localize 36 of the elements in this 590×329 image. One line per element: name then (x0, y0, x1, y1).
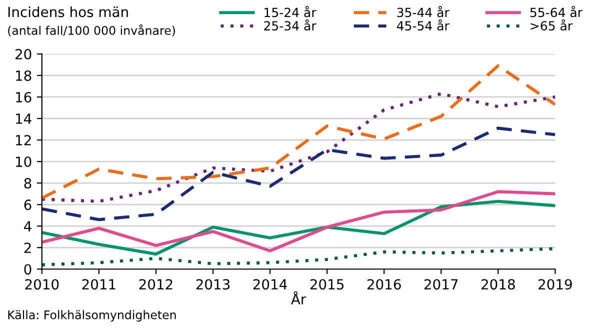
x-tick-label: 2018 (482, 279, 515, 290)
x-tick-label: 2012 (139, 279, 172, 290)
text: Källa: Folkhälsomyndigheten (8, 310, 176, 322)
legend-label: 45-54 år (396, 19, 450, 31)
legend-label: >65 år (530, 19, 573, 31)
y-tick-label: 4 (24, 221, 32, 232)
legend-label: 25-34 år (264, 19, 316, 31)
legend-label: 15-24 år (264, 6, 316, 18)
y-tick-label: 16 (16, 92, 32, 102)
chart-title: Incidens hos män (8, 6, 128, 18)
y-tick-label: 20 (16, 48, 32, 60)
line-series (42, 247, 556, 266)
legend-label: 55-64 år (530, 6, 582, 18)
line-series (42, 64, 556, 200)
x-tick-label: 2015 (310, 279, 344, 290)
chart-subtitle: (antal fall/100 000 invånare) (8, 24, 175, 36)
line-series (42, 126, 556, 222)
y-tick-label: 18 (16, 70, 32, 81)
x-tick-label: 2010 (25, 279, 59, 290)
y-tick-label: 12 (16, 134, 31, 146)
y-tick-label: 8 (24, 178, 32, 189)
y-tick-label: 2 (24, 242, 31, 253)
x-tick-label: 2013 (196, 279, 230, 290)
x-tick-label: 2014 (253, 279, 287, 290)
x-tick-label: 2016 (367, 279, 401, 290)
line-series (42, 190, 556, 252)
x-tick-label: 2011 (82, 279, 116, 290)
y-tick-label: 14 (16, 114, 32, 124)
y-tick-label: 6 (24, 200, 32, 210)
y-tick-label: 0 (24, 264, 32, 275)
x-tick-label: 2019 (538, 279, 572, 290)
y-tick-label: 10 (16, 156, 32, 168)
x-axis-title: År (291, 291, 306, 304)
legend-label: 35-44 år (397, 6, 450, 18)
line-series (42, 92, 556, 203)
x-tick-label: 2017 (424, 279, 458, 290)
